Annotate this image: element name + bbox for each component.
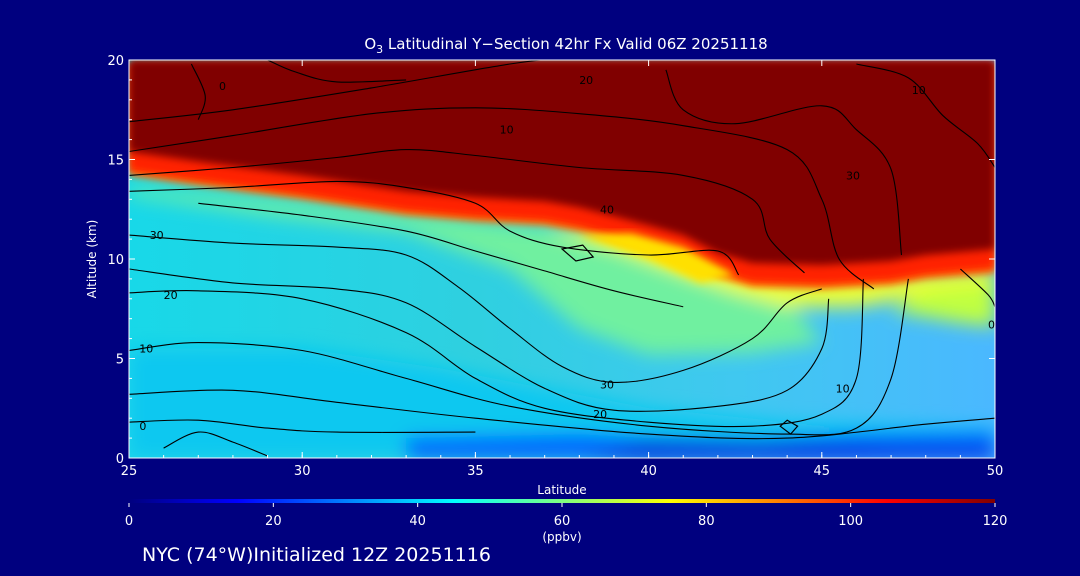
colorbar-tick-label: 20: [265, 514, 282, 529]
contour-line-9: [129, 389, 995, 440]
contour-line-7: [129, 278, 864, 428]
contour-line-2: [129, 149, 805, 274]
contour-label: 20: [579, 74, 593, 87]
x-tick-label: 40: [640, 464, 657, 479]
contour-line-4: [198, 202, 684, 308]
contour-line-1: [129, 107, 875, 290]
contour-label: 10: [500, 124, 514, 137]
contour-line-12: [665, 69, 903, 256]
contour-label: 0: [139, 420, 146, 433]
contour-label: 0: [988, 319, 995, 332]
y-tick-label: 10: [107, 253, 124, 268]
contour-label: 40: [600, 203, 614, 216]
plot-area: 20 10 40 30 20 10 0 30 20 10 30 10 0 0: [128, 59, 996, 459]
contour-line-8: [129, 278, 909, 436]
y-axis-title: Altitude (km): [85, 220, 99, 299]
colorbar: 0 20 40 60 80 100 120 (ppbv): [125, 499, 1008, 544]
chart-title: O3 Latitudinal Y−Section 42hr Fx Valid 0…: [364, 35, 767, 56]
stratosphere-region: [129, 60, 995, 265]
low-ozone-band: [129, 348, 995, 458]
colorbar-tick-label: 120: [983, 514, 1008, 529]
colorbar-tick-label: 100: [838, 514, 863, 529]
contour-label: 30: [600, 378, 614, 391]
contour-line-13: [856, 63, 995, 168]
title-text: Latitudinal Y−Section 42hr Fx Valid 06Z …: [383, 35, 768, 53]
mid-tropo-band: [129, 187, 822, 355]
field-layers: 20 10 40 30 20 10 0 30 20 10 30 10 0 0: [129, 60, 995, 458]
contour-line-3: [129, 180, 740, 276]
contour-label: 20: [593, 408, 607, 421]
x-tick-label: 45: [814, 464, 831, 479]
contour-line-11: [163, 431, 268, 457]
x-tick-label: 30: [294, 464, 311, 479]
contour-closed-cell: [560, 244, 595, 262]
contour-labels: 20 10 40 30 20 10 0 30 20 10 30 10 0 0: [139, 74, 995, 433]
x-tick-label: 50: [987, 464, 1004, 479]
y-tick-label: 20: [107, 54, 124, 69]
y-tick-label: 0: [116, 452, 124, 467]
contour-lines: [129, 60, 995, 457]
contour-line-0: [129, 60, 545, 123]
contour-line-5: [129, 234, 823, 383]
contour-line-10: [129, 419, 476, 433]
contour-label: 10: [836, 382, 850, 395]
contour-closed-cell-small: [779, 419, 799, 435]
contour-label: 30: [846, 169, 860, 182]
contour-label: 20: [164, 289, 178, 302]
northern-band: [891, 282, 995, 327]
contour-line-6: [129, 268, 830, 412]
contour-label: 10: [139, 343, 153, 356]
y-tick-label: 5: [116, 353, 124, 368]
title-subscript: 3: [376, 43, 383, 56]
surface-min-band: [579, 438, 995, 458]
colorbar-tick-label: 40: [409, 514, 426, 529]
title-species: O: [364, 35, 376, 53]
y-tick-label: 15: [107, 154, 124, 169]
colorbar-tick-label: 60: [554, 514, 571, 529]
footer-initialized-label: NYC (74°W)Initialized 12Z 20251116: [142, 544, 491, 566]
x-tick-label: 25: [121, 464, 138, 479]
contour-label: 30: [150, 229, 164, 242]
contour-line-15: [267, 60, 407, 83]
contour-line-14: [190, 63, 206, 120]
x-axis-title: Latitude: [537, 483, 586, 497]
axes: 25 30 35 40 45 50 0 5 10 15 20 Latitude Altitude (km…: [85, 54, 1003, 497]
colorbar-unit-label: (ppbv): [542, 530, 581, 544]
colorbar-tick-label: 0: [125, 514, 133, 529]
colorbar-tick-label: 80: [698, 514, 715, 529]
contour-label: 10: [912, 84, 926, 97]
x-tick-label: 35: [467, 464, 484, 479]
contour-line-16: [960, 268, 995, 308]
colorbar-bar: [129, 499, 995, 503]
contour-label: 0: [219, 80, 226, 93]
fold-yellow: [579, 233, 736, 283]
